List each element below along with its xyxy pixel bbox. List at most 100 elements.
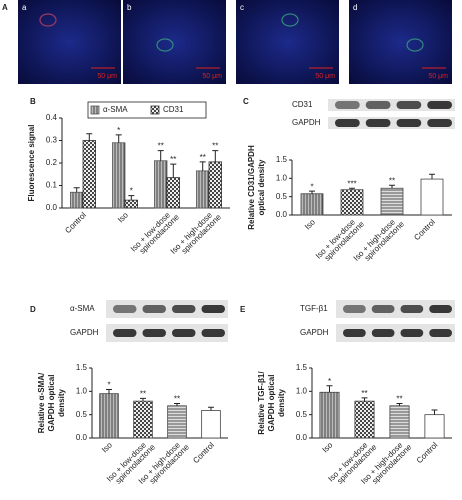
error-bar [174,402,180,406]
error-bar [431,409,438,415]
blot-band [343,305,366,313]
x-tick-label: Iso [116,210,130,224]
y-tick-label: 0.5 [276,192,288,201]
x-tick-label: Control [415,440,440,465]
image-label: a [22,3,27,12]
bar [166,177,181,209]
significance: * [117,126,120,135]
scale-label: 50 μm [428,73,448,80]
y-tick-label: 0.0 [296,433,308,442]
blot-label: GAPDH [70,328,99,337]
blot-band [365,101,391,109]
y-axis-label: density [57,388,66,417]
blot-label: TGF-β1 [300,304,328,313]
error-bar [140,397,146,402]
blot-band [396,101,422,109]
significance: ** [174,395,180,404]
blot-band [335,119,360,127]
bar [167,405,187,439]
blot-label: α-SMA [70,304,95,313]
bar [112,142,126,209]
blot-band [396,119,422,127]
error-bar [170,163,177,178]
micrograph [18,0,121,84]
error-bar [199,161,206,171]
vessel [281,13,299,27]
y-axis-label: GAPDH optical [47,375,56,432]
blot-band [400,329,424,337]
blot-band [172,305,196,313]
x-tick-label: Control [63,210,88,235]
y-tick-label: 0.0 [276,210,288,219]
error-bar [212,150,219,162]
error-bar [361,397,368,402]
y-tick-label: 0.1 [46,181,58,190]
y-axis-label: Relative TGF-β1/ [257,371,266,435]
significance: ** [170,155,176,164]
y-tick-label: 0.4 [46,113,58,122]
micrograph [123,0,226,84]
y-tick-label: 1.0 [76,386,88,395]
bar [99,393,119,439]
significance: * [107,381,110,390]
y-tick-label: 0.3 [46,136,58,145]
y-axis-label: Relative CD31/GAPDH [247,145,256,230]
bar [70,191,84,209]
y-tick-label: 0.0 [76,433,88,442]
error-bar [309,190,315,194]
y-tick-label: 0.2 [46,158,58,167]
y-axis-label: Relative α-SMA/ [37,372,46,433]
vessel [406,38,424,52]
blot-strip [328,117,455,129]
vessel [39,13,57,27]
blot-strip [106,324,228,342]
x-tick-label: Iso [303,217,317,231]
x-tick-label: Iso [100,440,114,454]
y-tick-label: 1.0 [276,173,288,182]
legend-label: CD31 [163,105,184,114]
blot-band [113,329,137,337]
blot-strip [336,300,455,318]
x-tick-label: Iso [320,440,334,454]
bar [380,187,404,216]
legend-label: α-SMA [103,105,128,114]
y-tick-label: 1.5 [76,363,88,372]
significance: ** [158,142,164,151]
micrograph [349,0,452,84]
bar [354,400,375,439]
significance: ** [140,389,146,398]
panel-letter: D [30,305,36,314]
blot-band [427,101,452,109]
blot-band [113,305,137,313]
blot-band [142,329,166,337]
y-axis-label: optical density [257,159,266,216]
legend-swatch [90,105,100,115]
bar [133,400,153,439]
image-label: c [240,3,244,12]
error-bar [349,187,355,190]
bar [319,391,340,439]
bar [195,170,210,209]
significance: ** [212,142,218,151]
error-bar [429,173,435,180]
bar [340,189,364,216]
scale-label: 50 μm [315,73,335,80]
panel-letter: A [2,3,8,12]
significance: ** [396,395,402,404]
x-tick-label: Control [412,217,437,242]
y-tick-label: 0.0 [46,203,58,212]
bar [124,199,139,209]
blot-band [429,329,452,337]
bar [153,160,168,209]
scale-label: 50 μm [202,73,222,80]
error-bar [326,385,333,393]
vessel [156,38,174,52]
error-bar [396,402,403,406]
blot-band [371,305,395,313]
image-label: d [353,3,357,12]
y-tick-label: 1.5 [276,155,288,164]
blot-label: GAPDH [300,328,329,337]
bar [300,193,324,216]
error-bar [86,133,93,141]
panel-letter: B [30,97,36,106]
